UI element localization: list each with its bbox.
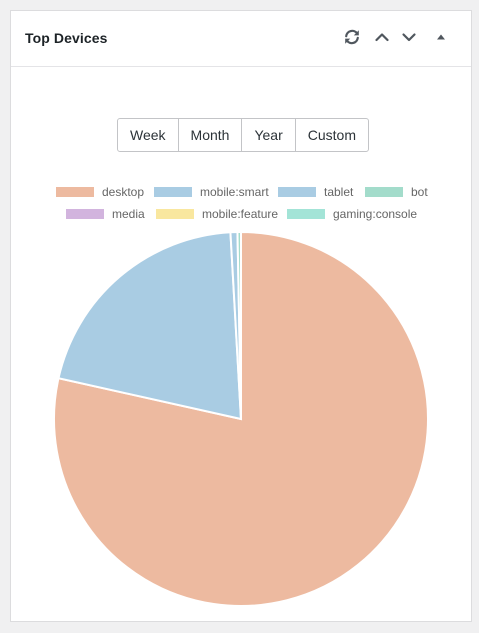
month-button[interactable]: Month bbox=[179, 119, 243, 151]
legend-label: mobile:smart bbox=[200, 185, 269, 199]
pie-chart-svg bbox=[53, 230, 429, 607]
legend-item-mobile-smart[interactable]: mobile:smart bbox=[154, 185, 269, 199]
slice-mobile-smart[interactable] bbox=[57, 231, 243, 421]
legend-label: mobile:feature bbox=[202, 207, 279, 221]
period-button-group: Week Month Year Custom bbox=[117, 118, 369, 152]
refresh-icon bbox=[345, 29, 359, 45]
move-down-button[interactable] bbox=[398, 26, 420, 48]
collapse-toggle-button[interactable] bbox=[430, 26, 452, 48]
legend-label: media bbox=[112, 207, 145, 221]
chevron-up-icon bbox=[375, 33, 389, 42]
top-devices-widget: Top Devices Week Month bbox=[10, 10, 472, 622]
refresh-button[interactable] bbox=[341, 26, 363, 48]
legend-item-tablet[interactable]: tablet bbox=[278, 185, 353, 199]
legend-row: media mobile:feature gaming:console bbox=[11, 207, 473, 223]
legend-label: bot bbox=[411, 185, 428, 199]
legend-swatch bbox=[287, 209, 325, 219]
legend-swatch bbox=[278, 187, 316, 197]
legend-row: desktop mobile:smart tablet bot bbox=[11, 185, 473, 201]
legend-label: desktop bbox=[102, 185, 145, 199]
legend-item-gaming-console[interactable]: gaming:console bbox=[287, 207, 417, 221]
custom-button[interactable]: Custom bbox=[307, 127, 356, 143]
legend-item-mobile-feature[interactable]: mobile:feature bbox=[156, 207, 278, 221]
week-button[interactable]: Week bbox=[118, 119, 179, 151]
legend-label: tablet bbox=[324, 185, 354, 199]
legend-item-desktop[interactable]: desktop bbox=[56, 185, 144, 199]
legend-label: gaming:console bbox=[333, 207, 418, 221]
triangle-up-icon bbox=[437, 34, 445, 40]
legend-swatch bbox=[56, 187, 94, 197]
year-button[interactable]: Year bbox=[242, 119, 296, 151]
legend-item-bot[interactable]: bot bbox=[365, 185, 428, 199]
move-up-button[interactable] bbox=[371, 26, 393, 48]
pie-chart bbox=[51, 229, 431, 609]
legend-swatch bbox=[154, 187, 192, 197]
chevron-down-icon bbox=[402, 33, 416, 42]
legend-swatch bbox=[156, 209, 194, 219]
legend-item-media[interactable]: media bbox=[66, 207, 145, 221]
legend-swatch bbox=[365, 187, 403, 197]
widget-title: Top Devices bbox=[25, 30, 108, 46]
slice-bot[interactable] bbox=[236, 230, 242, 420]
widget-header: Top Devices bbox=[11, 11, 471, 67]
legend-swatch bbox=[66, 209, 104, 219]
